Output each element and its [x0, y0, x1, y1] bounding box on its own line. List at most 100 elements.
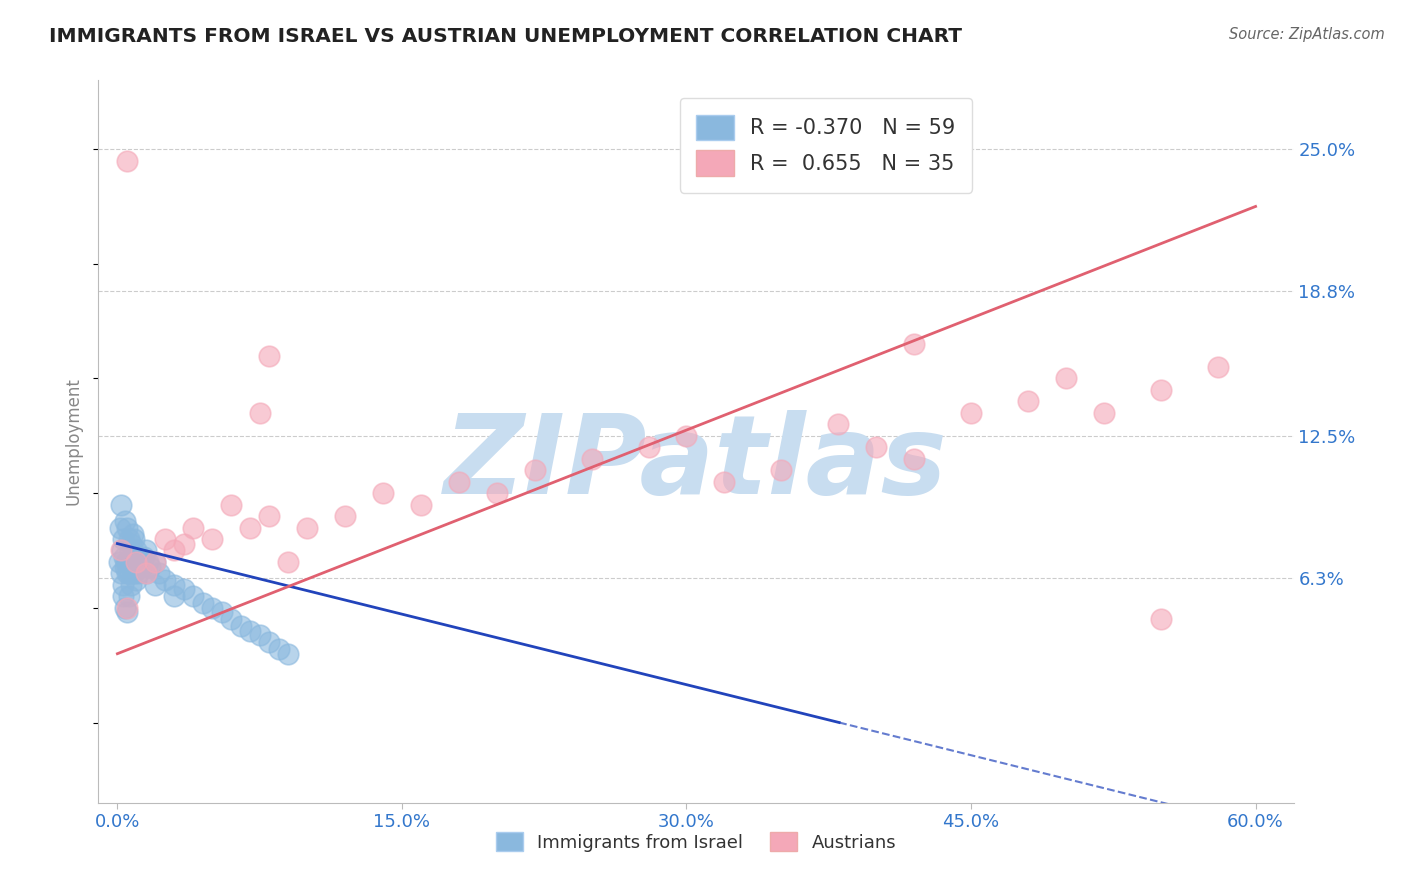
Point [257, 635, 280, 649]
Point [110, 520, 132, 534]
Point [125, 555, 148, 569]
Point [239, 624, 262, 638]
Point [125, 543, 148, 558]
Point [201, 532, 224, 546]
Point [277, 555, 299, 569]
Point [770, 463, 793, 477]
Point [173, 536, 195, 550]
Point [239, 520, 262, 534]
Point [135, 566, 157, 581]
Point [257, 349, 280, 363]
Point [1206, 359, 1229, 374]
Point [960, 406, 983, 420]
Point [865, 440, 887, 454]
Point [115, 566, 138, 581]
Point [277, 647, 299, 661]
Point [120, 578, 142, 592]
Point [163, 543, 186, 558]
Point [295, 520, 318, 534]
Point [121, 566, 143, 581]
Point [121, 566, 143, 581]
Point [1150, 612, 1173, 626]
Point [110, 566, 132, 581]
Point [118, 590, 141, 604]
Point [163, 578, 186, 592]
Point [114, 600, 136, 615]
Point [110, 498, 132, 512]
Point [181, 520, 204, 534]
Point [124, 532, 146, 546]
Point [131, 559, 153, 574]
Point [135, 543, 157, 558]
Point [173, 582, 195, 597]
Point [124, 559, 146, 574]
Point [121, 527, 143, 541]
Point [115, 520, 138, 534]
Point [129, 555, 152, 569]
Point [115, 600, 138, 615]
Point [371, 486, 394, 500]
Text: ZIPatlas: ZIPatlas [444, 409, 948, 516]
Point [1017, 394, 1039, 409]
Point [153, 574, 176, 588]
Point [1150, 383, 1173, 397]
Point [132, 550, 155, 565]
Text: Source: ZipAtlas.com: Source: ZipAtlas.com [1229, 27, 1385, 42]
Point [191, 596, 214, 610]
Point [143, 578, 166, 592]
Point [117, 555, 139, 569]
Point [219, 498, 242, 512]
Point [115, 153, 138, 168]
Point [229, 619, 252, 633]
Point [112, 550, 135, 565]
Point [181, 590, 204, 604]
Point [108, 555, 131, 569]
Point [135, 566, 157, 581]
Point [523, 463, 546, 477]
Point [114, 559, 136, 574]
Point [163, 590, 186, 604]
Point [219, 612, 242, 626]
Point [115, 606, 138, 620]
Point [110, 543, 132, 558]
Point [111, 543, 134, 558]
Point [637, 440, 659, 454]
Point [118, 543, 141, 558]
Point [903, 337, 925, 351]
Point [827, 417, 849, 432]
Y-axis label: Unemployment: Unemployment [65, 377, 83, 506]
Point [257, 509, 280, 524]
Point [153, 532, 176, 546]
Point [112, 532, 135, 546]
Point [125, 574, 148, 588]
Point [112, 578, 135, 592]
Point [267, 642, 290, 657]
Point [115, 555, 138, 569]
Point [485, 486, 508, 500]
Point [249, 406, 271, 420]
Point [713, 475, 735, 489]
Point [581, 451, 603, 466]
Point [112, 590, 135, 604]
Point [118, 532, 141, 546]
Point [138, 559, 160, 574]
Legend: Immigrants from Israel, Austrians: Immigrants from Israel, Austrians [488, 825, 904, 859]
Point [143, 555, 166, 569]
Point [114, 514, 136, 528]
Point [120, 536, 142, 550]
Point [127, 566, 149, 581]
Point [125, 559, 148, 574]
Point [211, 606, 233, 620]
Point [447, 475, 470, 489]
Point [136, 555, 159, 569]
Point [143, 555, 166, 569]
Point [333, 509, 356, 524]
Point [903, 451, 925, 466]
Point [1092, 406, 1115, 420]
Point [409, 498, 432, 512]
Point [249, 628, 271, 642]
Point [122, 555, 145, 569]
Point [201, 600, 224, 615]
Point [675, 429, 697, 443]
Text: IMMIGRANTS FROM ISRAEL VS AUSTRIAN UNEMPLOYMENT CORRELATION CHART: IMMIGRANTS FROM ISRAEL VS AUSTRIAN UNEMP… [49, 27, 962, 45]
